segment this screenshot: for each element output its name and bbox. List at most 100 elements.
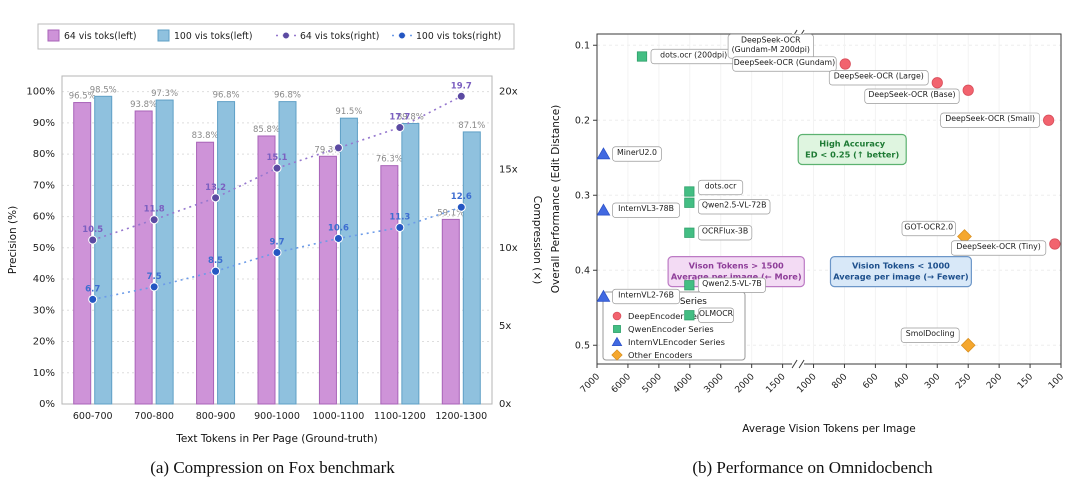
caption-a: (a) Compression on Fox benchmark: [150, 458, 395, 477]
bar-600-700: [94, 95, 113, 405]
bar-value-label: 85.8%: [253, 125, 280, 135]
y-tick-label: 0.3: [575, 190, 590, 201]
bar-1000-1100: [339, 117, 358, 405]
line-marker: [333, 143, 343, 153]
point-label-GOT-OCR2.0: GOT-OCR2.0: [901, 220, 956, 237]
y-right-tick-label: 20x: [499, 87, 518, 98]
point-label-text: (Gundam-M 200dpi): [732, 45, 810, 54]
x-axis-title: Text Tokens in Per Page (Ground-truth): [175, 433, 377, 445]
y-tick-label: 0.5: [575, 340, 590, 351]
legend-label: QwenEncoder Series: [628, 324, 714, 334]
scatter-point-dots.ocr (200dpi): [636, 51, 648, 62]
x-tick-label: 1500: [764, 372, 787, 395]
x-tick-label: 150: [1016, 372, 1035, 391]
y-left-tick-label: 0%: [39, 399, 55, 410]
point-label-text: OLMOCR: [699, 309, 734, 318]
scatter-point-OCRFlux-3B: [684, 227, 695, 238]
bar-value-label: 83.8%: [192, 131, 219, 141]
y-left-tick-label: 80%: [33, 149, 55, 160]
bar-900-1000: [257, 135, 276, 405]
caption-b: (b) Performance on Omnidocbench: [692, 458, 933, 477]
x-tick-label: 2000: [734, 372, 757, 395]
scatter-point-InternVL2-76B: [596, 289, 611, 302]
bar-value-label: 59.1%: [437, 208, 464, 218]
line-marker: [272, 163, 282, 173]
y-tick-label: 0.1: [575, 40, 590, 51]
y-right-tick-label: 10x: [499, 243, 518, 254]
bar-value-label: 96.8%: [274, 91, 301, 101]
x-tick-label: 1000: [795, 372, 818, 395]
bar-600-700: [73, 102, 92, 405]
annotation-text: High Accuracy: [819, 139, 885, 149]
scatter-point-DeepSeek-OCR (Small): [1043, 114, 1055, 126]
point-label-InternVL2-76B: InternVL2-76B: [612, 288, 680, 305]
x-tick-label: 800-900: [196, 411, 236, 422]
x-axis-title: Average Vision Tokens per Image: [742, 423, 915, 435]
axis-break-icon: [798, 359, 805, 369]
bar-value-label: 93.8%: [130, 100, 157, 110]
chart-b-canvas: 0.1 0.2 0.3 0.4 0.5 7000 6000 5000 4000 3000 2000 1…: [550, 29, 1066, 435]
x-tick-label: 7000: [579, 372, 602, 395]
line-marker: [333, 233, 343, 243]
x-tick-label: 100: [1047, 372, 1066, 391]
legend-marker: [282, 31, 290, 40]
point-label-DeepSeek-OCR (Small): DeepSeek-OCR (Small): [940, 112, 1040, 128]
x-tick-label: 600: [861, 372, 880, 391]
plot-border: [596, 33, 1062, 365]
point-label-text: DeepSeek-OCR (Tiny): [956, 242, 1040, 251]
annotation-text: ED < 0.25 (↑ better): [805, 150, 899, 160]
y-left-tick-label: 100%: [26, 87, 55, 98]
point-label-text: DeepSeek-OCR (Base): [868, 90, 955, 99]
bar-value-label: 87.1%: [458, 121, 485, 131]
point-label-MinerU2.0: MinerU2.0: [612, 146, 662, 162]
point-label-SmolDocling: SmolDocling: [900, 327, 960, 343]
y-left-tick-label: 60%: [33, 212, 55, 223]
legend-label: DeepEncoder Series: [628, 311, 712, 321]
annotation-text: Average per image (→ Fewer): [833, 272, 969, 282]
y-left-tick-label: 10%: [33, 368, 55, 379]
scatter-point-DeepSeek-OCR (Large): [931, 77, 943, 89]
point-label-DeepSeek-OCR (Base): DeepSeek-OCR (Base): [864, 88, 960, 104]
x-tick-label: 400: [892, 372, 911, 391]
x-tick-label: 600-700: [73, 411, 113, 422]
axis-break-gap: [792, 361, 805, 367]
line-value-label: 11.3: [389, 213, 410, 223]
scatter-point-DeepSeek-OCR (Gundam): [839, 58, 851, 70]
line-value-label: 11.8: [144, 205, 165, 215]
line-value-label: 12.6: [451, 192, 472, 202]
x-tick-label: 800: [830, 372, 849, 391]
scatter-point-Qwen2.5-VL-7B: [684, 280, 695, 291]
line-marker: [149, 215, 159, 225]
legend-marker: [612, 311, 622, 321]
line-marker: [395, 223, 405, 233]
point-label-text: OCRFlux-3B: [702, 227, 748, 236]
bar-900-1000: [278, 101, 297, 405]
y-left-tick-label: 50%: [33, 243, 55, 254]
bar-800-900: [217, 101, 236, 405]
line-marker: [395, 123, 405, 133]
y-left-tick-label: 40%: [33, 274, 55, 285]
scatter-point-Qwen2.5-VL-72B: [684, 197, 695, 208]
line-value-label: 13.2: [205, 183, 226, 193]
legend-swatch: [47, 29, 60, 42]
bar-700-800: [155, 99, 174, 405]
y-tick-label: 0.4: [575, 265, 590, 276]
bar-value-label: 96.5%: [69, 92, 96, 102]
scatter-point-DeepSeek-OCR (Tiny): [1049, 238, 1061, 250]
y-right-tick-label: 0x: [499, 399, 511, 410]
line-marker: [456, 91, 466, 101]
point-label-text: InternVL3-78B: [618, 204, 674, 213]
bar-value-label: 96.8%: [213, 91, 240, 101]
axis-break-icon: [791, 359, 798, 369]
y-axis-title: Overall Performance (Edit Distance): [550, 105, 562, 294]
annotation-text: Average per image (← More): [671, 272, 802, 282]
line-value-label: 15.1: [267, 153, 288, 163]
point-label-dots.ocr: dots.ocr: [697, 179, 744, 196]
line-value-label: 9.7: [269, 237, 284, 247]
line-value-label: 10.5: [82, 225, 103, 235]
line-value-label: 8.5: [208, 256, 223, 266]
scatter-point-SmolDocling: [960, 337, 976, 353]
x-tick-label: 4000: [672, 372, 695, 395]
line-marker: [211, 193, 221, 203]
